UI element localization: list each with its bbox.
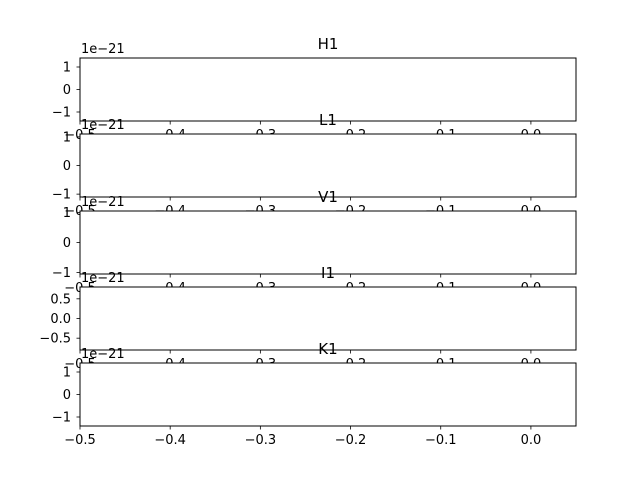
plot-area-4 xyxy=(80,287,576,350)
y-tick-label-2-0: −1 xyxy=(52,188,71,203)
plot-area-3 xyxy=(80,211,576,274)
y-tick-label-5-2: 1 xyxy=(63,366,71,381)
y-tick-label-1-2: 1 xyxy=(63,61,71,76)
y-tick-label-4-0: −0.5 xyxy=(39,332,71,347)
panel-title-2: L1 xyxy=(319,111,337,129)
y-tick-label-4-1: 0.0 xyxy=(50,312,71,327)
y-offset-text-3: 1e−21 xyxy=(81,195,125,210)
axes-frame-1 xyxy=(79,57,577,122)
y-tick-label-5-0: −1 xyxy=(52,411,71,426)
y-tick-label-3-1: 0 xyxy=(63,236,71,251)
panel-title-1: H1 xyxy=(318,35,339,53)
axes-frame-2 xyxy=(79,133,577,198)
axes-frame-3 xyxy=(79,210,577,275)
plot-area-5 xyxy=(80,363,576,426)
x-tick-label-5-4: −0.1 xyxy=(425,433,457,448)
y-offset-text-2: 1e−21 xyxy=(81,118,125,133)
y-tick-label-3-0: −1 xyxy=(52,266,71,281)
x-tick-label-5-0: −0.5 xyxy=(64,433,96,448)
x-tick-label-5-1: −0.4 xyxy=(154,433,186,448)
panel-title-4: I1 xyxy=(321,264,335,282)
y-tick-label-5-1: 0 xyxy=(63,388,71,403)
y-tick-label-2-2: 1 xyxy=(63,130,71,145)
subplot-5: −0.5 −0.4 −0.3 −0.2 −0.1 0.0 −1 0 1 K1 1e−21 xyxy=(52,340,577,448)
x-tick-label-5-5: 0.0 xyxy=(521,433,542,448)
x-tick-label-5-2: −0.3 xyxy=(245,433,277,448)
y-tick-label-3-2: 1 xyxy=(63,206,71,221)
axes-frame-4 xyxy=(79,286,577,351)
y-tick-label-1-0: −1 xyxy=(52,106,71,121)
panel-title-5: K1 xyxy=(318,340,337,358)
y-tick-label-1-1: 0 xyxy=(63,83,71,98)
plot-area-1 xyxy=(80,58,576,121)
y-tick-label-4-2: 0.5 xyxy=(50,292,71,307)
plot-area-2 xyxy=(80,134,576,197)
axes-frame-5 xyxy=(79,362,577,427)
panel-title-3: V1 xyxy=(318,188,338,206)
y-offset-text-5: 1e−21 xyxy=(81,347,125,362)
y-tick-label-2-1: 0 xyxy=(63,159,71,174)
y-offset-text-4: 1e−21 xyxy=(81,271,125,286)
x-tick-label-5-3: −0.2 xyxy=(335,433,367,448)
y-offset-text-1: 1e−21 xyxy=(81,42,125,57)
